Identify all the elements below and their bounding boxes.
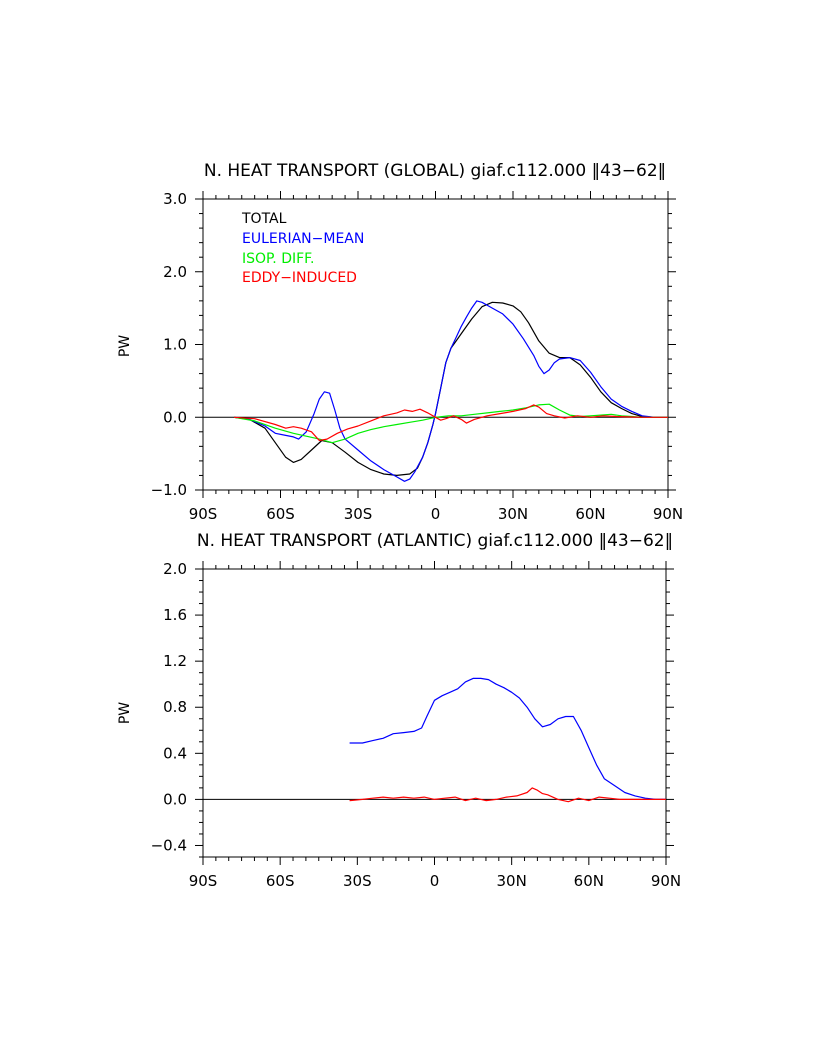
global-legend: TOTAL EULERIAN−MEAN ISOP. DIFF. EDDY−IND…: [241, 211, 364, 286]
global-y-tick-label: 2.0: [163, 263, 187, 281]
atlantic-plot-frame: [202, 568, 667, 858]
global-x-tick-label: 60N: [575, 505, 605, 523]
global-y-tick-label: 1.0: [163, 336, 187, 354]
atlantic-x-tick-label: 90N: [651, 872, 681, 890]
atlantic-x-tick-label: 30N: [497, 872, 527, 890]
global-y-axis-label: PW: [117, 335, 133, 357]
series-line-eddy-induced: [349, 787, 666, 803]
atlantic-y-tick-label: 1.2: [163, 652, 187, 670]
global-x-tick-label: 90N: [653, 505, 683, 523]
global-y-tick-label: −1.0: [151, 481, 187, 499]
global-y-tick-label: 3.0: [163, 190, 187, 208]
global-x-tick-label: 30S: [344, 505, 373, 523]
atlantic-panel: N. HEAT TRANSPORT (ATLANTIC) giaf.c112.0…: [117, 531, 681, 890]
atlantic-y-axis-label: PW: [117, 702, 133, 724]
atlantic-y-tick-label: 0.8: [163, 698, 187, 716]
series-line-eulerian-mean: [349, 677, 666, 801]
atlantic-y-tick-label: 1.6: [163, 606, 187, 624]
series-line-eddy-induced: [233, 404, 668, 442]
legend-eddy-induced: EDDY−INDUCED: [242, 270, 357, 286]
series-line-eulerian-mean: [233, 300, 668, 482]
global-panel: N. HEAT TRANSPORT (GLOBAL) giaf.c112.000…: [117, 161, 683, 523]
global-series: [233, 300, 668, 482]
legend-eulerian-mean: EULERIAN−MEAN: [242, 231, 364, 247]
legend-isop-diff: ISOP. DIFF.: [242, 251, 314, 267]
global-y-tick-label: 0.0: [163, 408, 187, 426]
atlantic-x-tick-label: 60N: [574, 872, 604, 890]
legend-total: TOTAL: [241, 211, 287, 227]
series-line-isop-diff: [233, 403, 668, 444]
global-x-tick-label: 0: [431, 505, 441, 523]
atlantic-series: [349, 677, 666, 803]
global-ticks: [195, 191, 676, 498]
atlantic-y-tick-label: 0.4: [163, 744, 187, 762]
global-x-tick-label: 30N: [498, 505, 528, 523]
atlantic-y-tick-label: −0.4: [151, 836, 187, 854]
atlantic-x-tick-label: 60S: [266, 872, 295, 890]
global-x-tick-label: 60S: [266, 505, 295, 523]
atlantic-y-tick-label: 2.0: [163, 560, 187, 578]
atlantic-ticks: [195, 561, 674, 865]
atlantic-x-tick-label: 30S: [343, 872, 372, 890]
atlantic-y-tick-label: 0.0: [163, 790, 187, 808]
atlantic-title: N. HEAT TRANSPORT (ATLANTIC) giaf.c112.0…: [197, 531, 673, 551]
global-title: N. HEAT TRANSPORT (GLOBAL) giaf.c112.000…: [204, 161, 666, 181]
atlantic-x-tick-label: 90S: [189, 872, 218, 890]
atlantic-x-tick-label: 0: [430, 872, 440, 890]
global-x-tick-label: 90S: [189, 505, 218, 523]
